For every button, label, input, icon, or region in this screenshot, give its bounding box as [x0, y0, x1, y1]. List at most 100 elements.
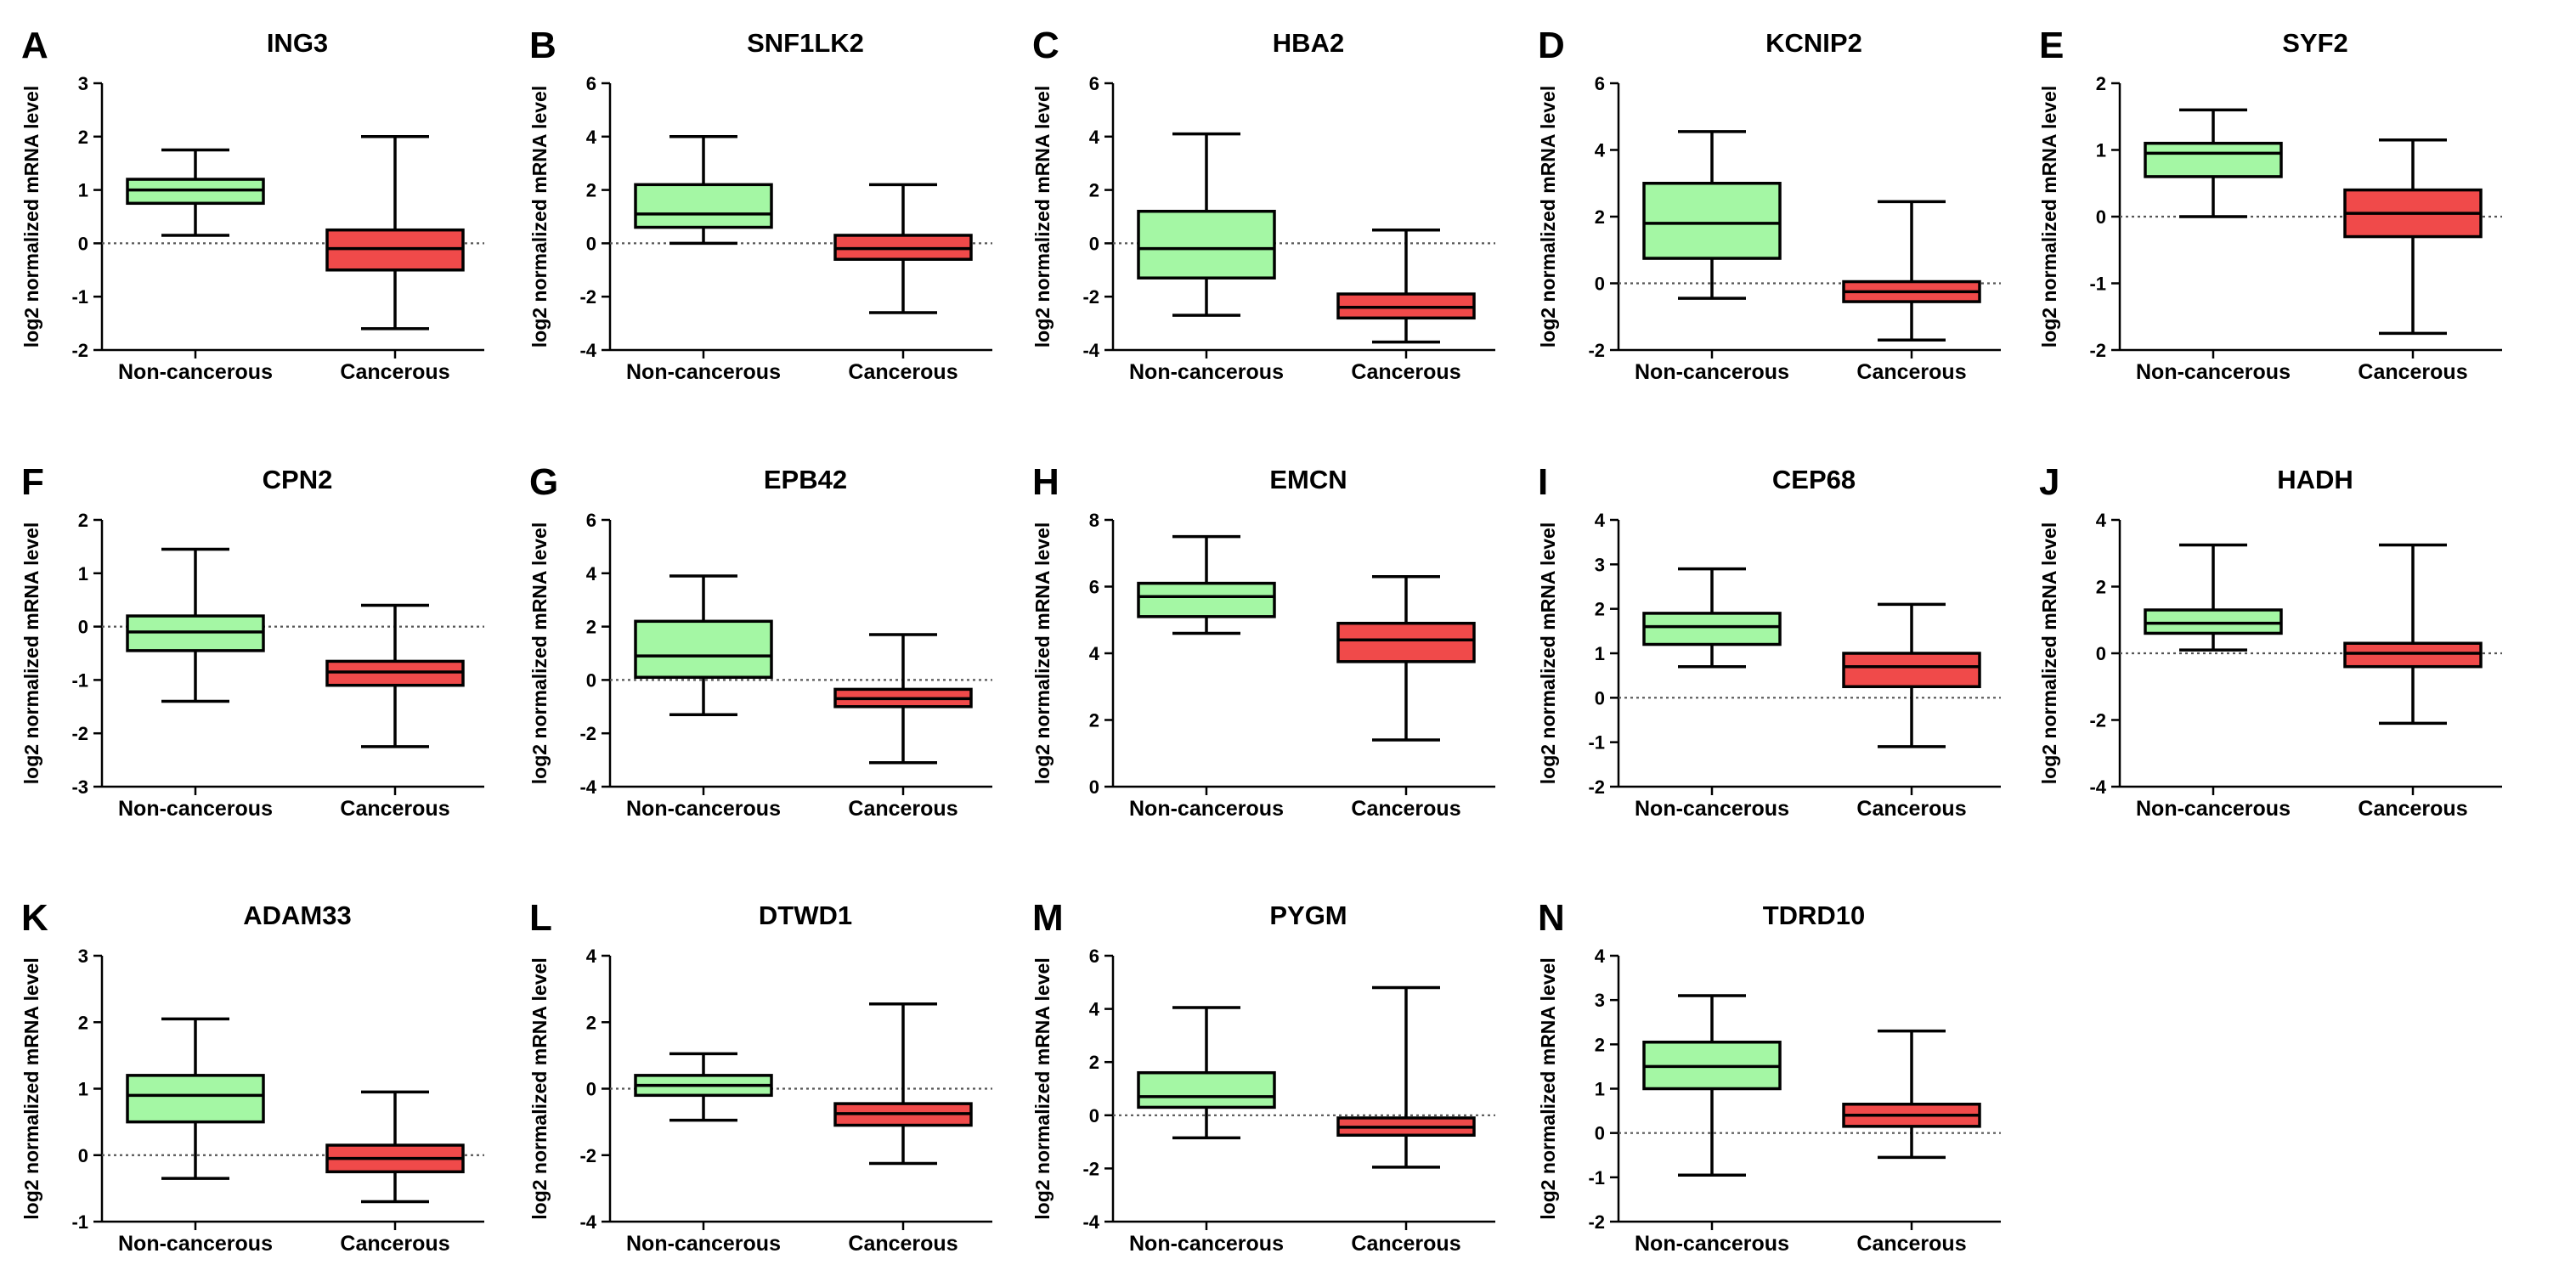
y-tick-label: -3 [71, 776, 88, 798]
y-tick-label: 1 [78, 563, 88, 584]
y-tick-label: 2 [1595, 206, 1605, 228]
y-tick-label: 0 [586, 1079, 596, 1100]
y-tick-label: -4 [579, 340, 596, 361]
iqr-box [2144, 608, 2283, 635]
y-tick-label: 0 [78, 617, 88, 638]
y-tick-label: 8 [1089, 510, 1099, 531]
panel-letter: H [1032, 461, 1059, 503]
y-tick-label: 4 [1089, 999, 1100, 1020]
box-non-cancerous [634, 574, 773, 716]
box-cancerous [325, 1090, 465, 1204]
box-non-cancerous [126, 148, 265, 237]
y-tick-label: 0 [1595, 274, 1605, 295]
iqr-box [2144, 141, 2283, 178]
panel-f: F CPN2 log2 normalized mRNA level -3 -2 -1 0 1 2… [20, 461, 484, 821]
box-cancerous [1842, 200, 1981, 342]
box-cancerous [833, 633, 973, 765]
y-tick-label: 2 [586, 1012, 596, 1033]
panel-title: EMCN [1269, 465, 1347, 494]
y-tick-label: 0 [1089, 1105, 1099, 1126]
y-tick-label: 4 [586, 127, 597, 148]
box-cancerous [1842, 602, 1981, 748]
y-axis-label: log2 normalized mRNA level [1537, 86, 1559, 347]
iqr-box [634, 183, 773, 229]
y-tick-label: 0 [78, 233, 88, 254]
y-tick-label: 4 [2096, 510, 2107, 531]
y-tick-label: 2 [2096, 73, 2106, 94]
y-tick-label: -2 [1082, 1158, 1099, 1179]
panel-letter: D [1538, 25, 1565, 66]
box-non-cancerous [1642, 130, 1782, 300]
y-tick-label: -1 [1588, 732, 1605, 754]
iqr-box [1137, 581, 1276, 618]
panel-letter: B [529, 25, 556, 66]
y-tick-label: 3 [78, 946, 88, 967]
y-axis-label: log2 normalized mRNA level [2038, 86, 2060, 347]
y-tick-label: -2 [71, 723, 88, 744]
x-category-label: Non-cancerous [626, 797, 781, 821]
panel-n: N TDRD10 log2 normalized mRNA level -2 -1 0 1 2… [1537, 897, 2001, 1256]
y-tick-label: 4 [1089, 127, 1100, 148]
x-category-label: Non-cancerous [626, 360, 781, 384]
panel-l: L DTWD1 log2 normalized mRNA level -4 -2 0 2 4 N… [528, 897, 992, 1256]
y-tick-label: 2 [1595, 599, 1605, 620]
y-tick-label: 6 [586, 73, 596, 94]
x-category-label: Non-cancerous [118, 1232, 273, 1256]
y-tick-label: 4 [1089, 643, 1100, 664]
y-axis-label: log2 normalized mRNA level [1537, 957, 1559, 1219]
x-category-label: Non-cancerous [1635, 360, 1789, 384]
iqr-box [1642, 182, 1782, 260]
panel-letter: C [1032, 25, 1059, 66]
panel-title: EPB42 [764, 465, 847, 494]
y-axis-label: log2 normalized mRNA level [1031, 957, 1054, 1219]
y-tick-label: 4 [586, 946, 597, 967]
x-category-label: Cancerous [340, 1232, 449, 1256]
x-category-label: Cancerous [2358, 360, 2467, 384]
y-tick-label: 0 [586, 669, 596, 691]
y-tick-label: 2 [78, 1012, 88, 1033]
panel-a: A ING3 log2 normalized mRNA level -2 -1 0 1 2 3 N… [20, 25, 484, 384]
x-category-label: Cancerous [848, 797, 958, 821]
y-tick-label: 1 [1595, 643, 1605, 664]
box-non-cancerous [1137, 132, 1276, 317]
x-category-label: Cancerous [1856, 360, 1966, 384]
panel-title: SNF1LK2 [747, 28, 864, 58]
y-tick-label: 4 [1595, 946, 1606, 967]
y-tick-label: -1 [1588, 1167, 1605, 1188]
y-tick-label: -4 [2089, 776, 2106, 798]
y-tick-label: 4 [1595, 510, 1606, 531]
x-category-label: Non-cancerous [1129, 1232, 1284, 1256]
y-tick-label: -4 [579, 1211, 596, 1233]
x-category-label: Cancerous [2358, 797, 2467, 821]
panel-i: I CEP68 log2 normalized mRNA level -2 -1 0 1 2 3… [1537, 461, 2001, 821]
y-tick-label: 2 [1089, 710, 1099, 731]
y-tick-label: 4 [1595, 140, 1606, 161]
x-category-label: Cancerous [1351, 1232, 1460, 1256]
panel-b: B SNF1LK2 log2 normalized mRNA level -4 -2 0 2… [528, 25, 992, 384]
y-tick-label: 0 [78, 1145, 88, 1166]
x-category-label: Non-cancerous [2136, 360, 2291, 384]
y-axis-label: log2 normalized mRNA level [1031, 522, 1054, 784]
box-cancerous [833, 1002, 973, 1166]
panel-m: M PYGM log2 normalized mRNA level -4 -2 0 2 4 6 N… [1031, 897, 1495, 1256]
y-axis-label: log2 normalized mRNA level [528, 957, 551, 1219]
y-tick-label: -2 [1588, 1211, 1605, 1233]
box-cancerous [1842, 1029, 1981, 1160]
y-tick-label: 0 [2096, 206, 2106, 228]
panel-letter: J [2039, 461, 2059, 503]
y-tick-label: 3 [1595, 990, 1605, 1011]
y-tick-label: -1 [71, 1211, 88, 1233]
y-tick-label: 6 [1089, 946, 1099, 967]
box-non-cancerous [634, 135, 773, 246]
box-non-cancerous [2144, 543, 2283, 652]
panel-j: J HADH log2 normalized mRNA level -4 -2 0 2 4 No… [2038, 461, 2502, 821]
y-axis-label: log2 normalized mRNA level [1031, 86, 1054, 347]
y-tick-label: -4 [1082, 1211, 1099, 1233]
x-category-label: Cancerous [848, 360, 958, 384]
iqr-box [1336, 621, 1476, 663]
x-category-label: Cancerous [1856, 1232, 1966, 1256]
y-tick-label: 2 [1595, 1034, 1605, 1055]
x-category-label: Cancerous [848, 1232, 958, 1256]
panel-letter: G [529, 461, 558, 503]
x-category-label: Non-cancerous [1635, 797, 1789, 821]
